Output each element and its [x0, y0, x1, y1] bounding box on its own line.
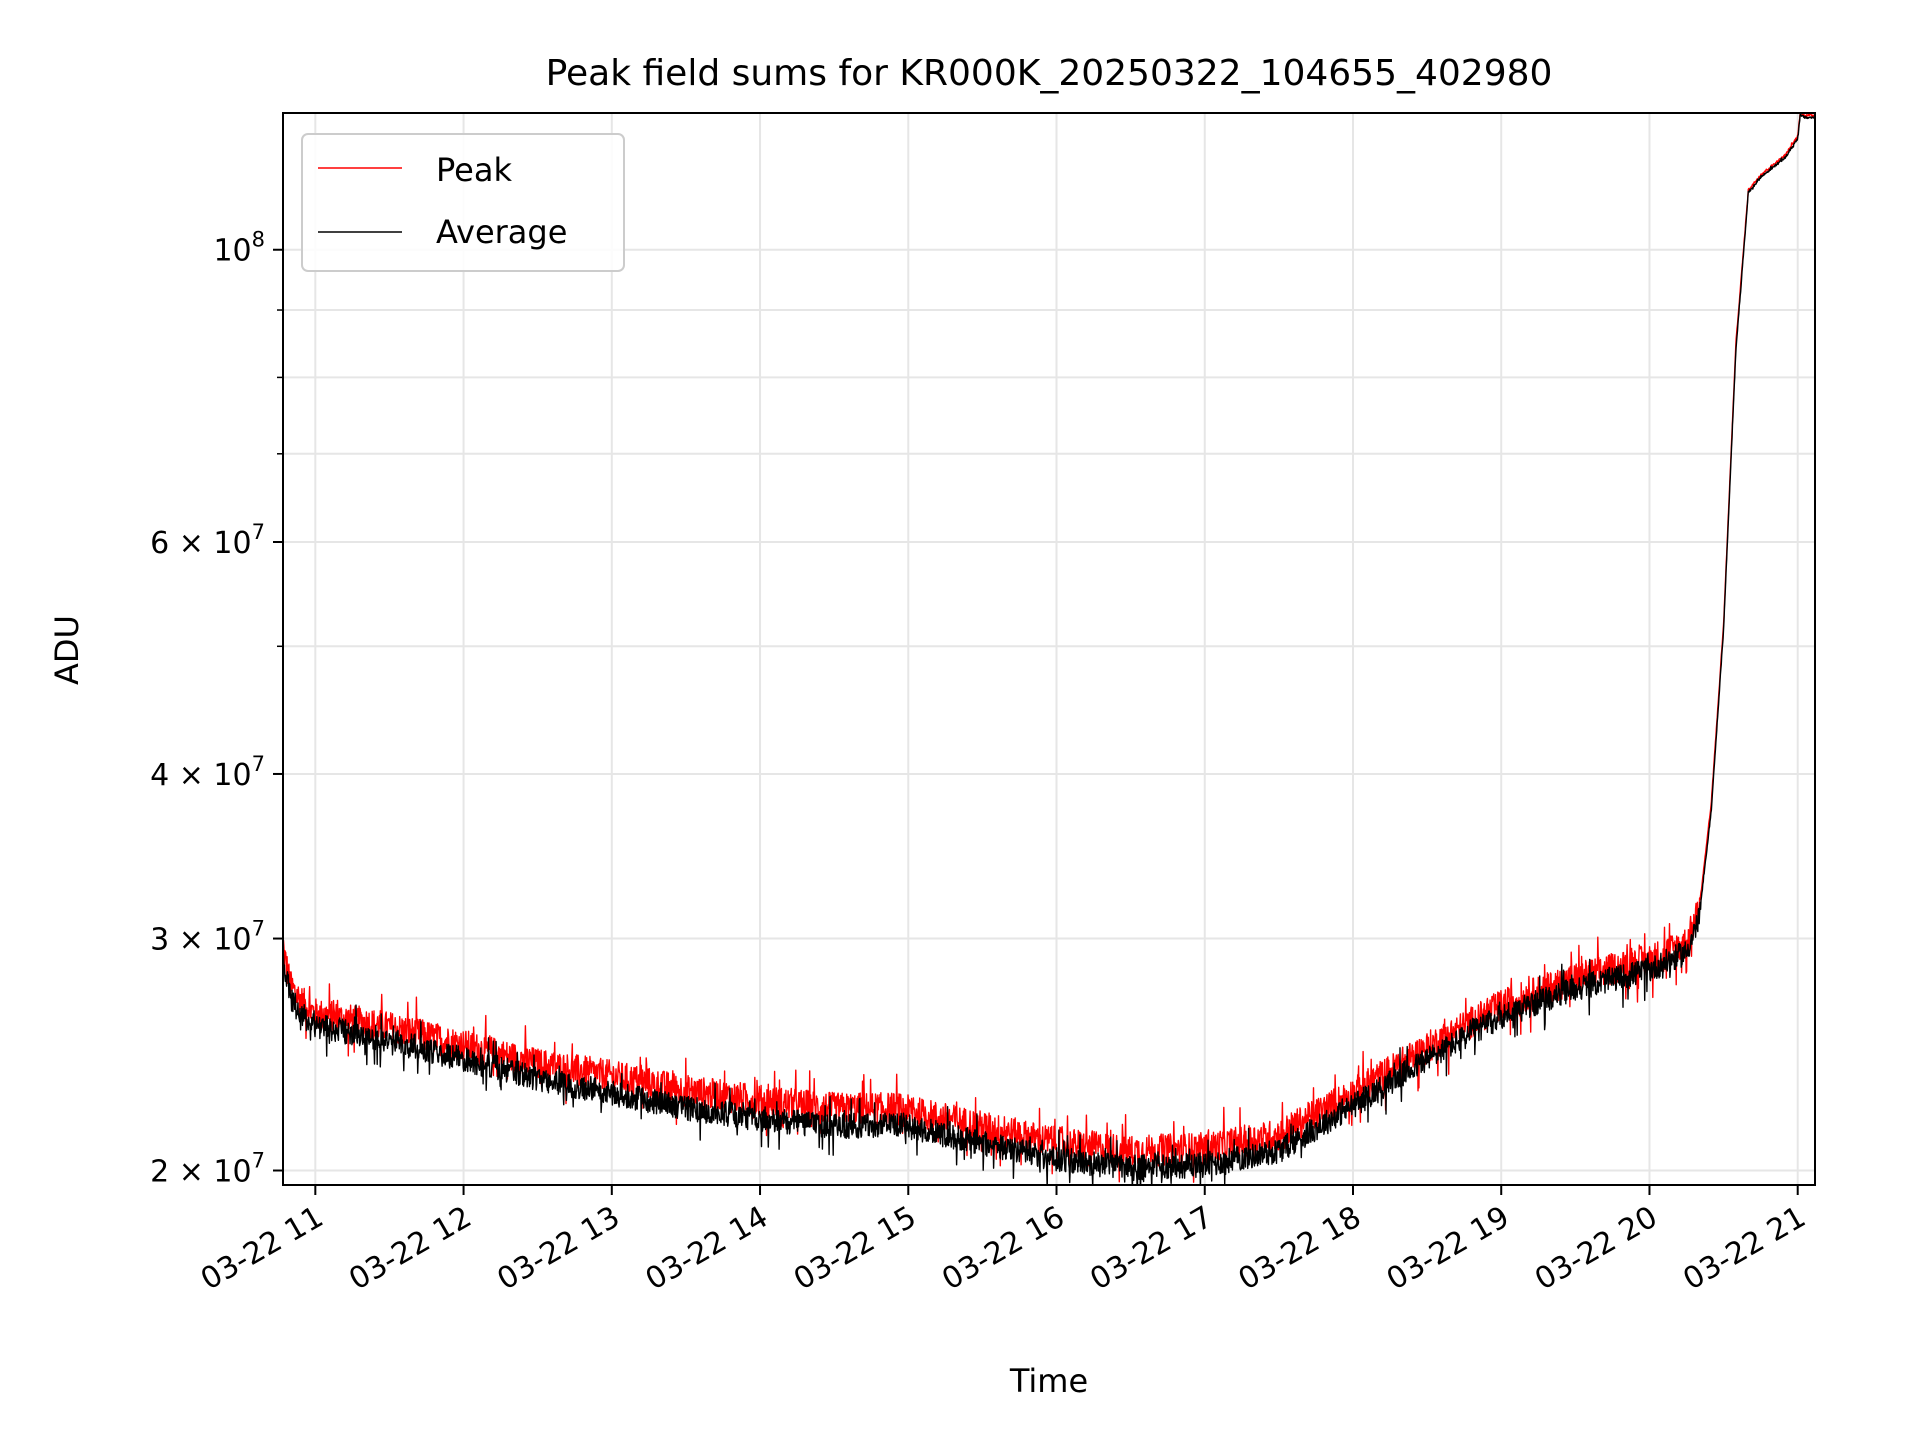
- y-tick-label: 3 × 107: [150, 917, 265, 958]
- grid: [283, 113, 1815, 1185]
- y-tick-label: 2 × 107: [150, 1149, 265, 1190]
- plot-frame: [282, 112, 1816, 1186]
- series-layer: [283, 113, 1815, 1185]
- y-tick-base: 4 × 10: [150, 758, 251, 793]
- y-axis-label: ADU: [48, 615, 86, 685]
- y-tick-exponent: 7: [252, 752, 265, 776]
- legend-label-peak: Peak: [436, 151, 512, 189]
- y-tick-exponent: 7: [252, 1149, 265, 1173]
- y-tick-base: 10: [213, 234, 251, 269]
- series-line-peak: [283, 113, 1815, 1183]
- chart-title: Peak field sums for KR000K_20250322_1046…: [546, 53, 1553, 94]
- x-axis-label: Time: [1009, 1362, 1088, 1400]
- y-tick-exponent: 7: [252, 917, 265, 941]
- y-tick-base: 3 × 10: [150, 923, 251, 958]
- y-tick-exponent: 7: [252, 520, 265, 544]
- y-tick-label: 108: [213, 228, 265, 269]
- y-tick-base: 2 × 10: [150, 1155, 251, 1190]
- series-line-average: [283, 113, 1815, 1185]
- legend-label-average: Average: [436, 213, 567, 251]
- legend: Peak Average: [301, 133, 625, 272]
- y-tick-exponent: 8: [252, 228, 265, 252]
- y-tick-label: 4 × 107: [150, 752, 265, 793]
- y-tick-base: 6 × 10: [150, 526, 251, 561]
- y-tick-label: 6 × 107: [150, 520, 265, 561]
